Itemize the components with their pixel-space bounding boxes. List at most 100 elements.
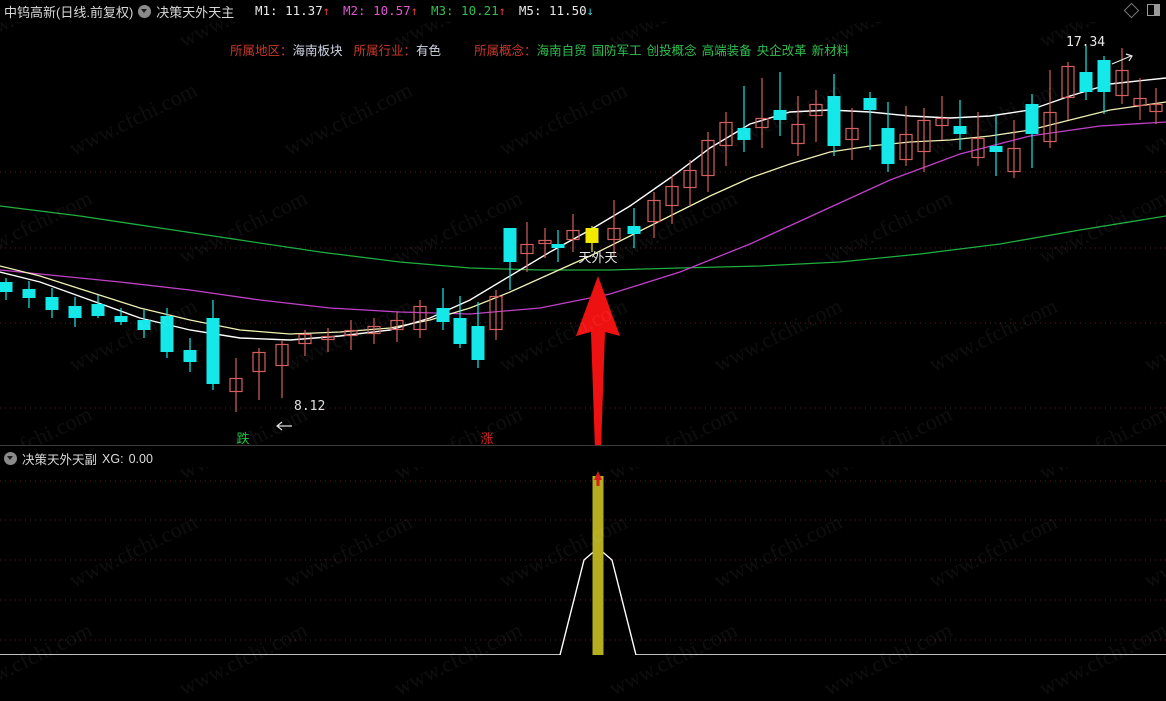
candle-body (489, 295, 503, 331)
stock-title[interactable]: 中钨高新(日线.前复权) (4, 5, 134, 20)
candle-body (1025, 104, 1039, 134)
candle-body (585, 228, 599, 243)
candlestick[interactable] (665, 176, 679, 224)
candlestick[interactable] (367, 318, 381, 344)
candlestick[interactable] (899, 106, 913, 166)
main-price-chart[interactable]: 天外天 8.12 17.34 跌 涨 (0, 22, 1166, 445)
candlestick[interactable] (647, 192, 661, 238)
candlestick[interactable] (471, 302, 485, 368)
candlestick[interactable] (1079, 46, 1093, 100)
sub-panel-header: 决策天外天副 XG: 0.00 (0, 445, 1166, 467)
candlestick[interactable] (719, 112, 733, 166)
sector-concept-bar: 所属地区：海南板块 所属行业：有色 所属概念：海南自贸 国防军工 创投概念 高端装备 央企改… (230, 40, 849, 59)
candlestick[interactable] (298, 330, 312, 356)
candle-body (538, 239, 552, 245)
concept-tag: 央企改革 (756, 44, 807, 58)
candlestick[interactable] (701, 132, 715, 192)
candlestick[interactable] (520, 222, 534, 272)
candle-body (321, 335, 335, 341)
candlestick[interactable] (183, 338, 197, 372)
candle-body (683, 169, 697, 189)
candlestick[interactable] (321, 328, 335, 352)
candlestick[interactable] (1133, 78, 1147, 120)
candlestick[interactable] (585, 226, 599, 252)
panel-layout-icon[interactable] (1147, 4, 1160, 16)
candlestick[interactable] (538, 228, 552, 258)
diamond-icon[interactable] (1123, 2, 1140, 18)
candlestick[interactable] (737, 86, 751, 152)
candlestick[interactable] (0, 278, 13, 300)
candlestick[interactable] (627, 208, 641, 248)
candlestick[interactable] (971, 112, 985, 166)
candlestick[interactable] (989, 114, 1003, 176)
candlestick[interactable] (791, 96, 805, 156)
candlestick[interactable] (160, 308, 174, 358)
indicator-name[interactable]: 决策天外天主 (156, 5, 235, 20)
candlestick[interactable] (755, 78, 769, 148)
candle-body (989, 146, 1003, 152)
candle-body (607, 227, 621, 241)
candlestick[interactable] (344, 320, 358, 350)
candlestick[interactable] (252, 348, 266, 400)
candlestick[interactable] (275, 340, 289, 398)
candlestick[interactable] (390, 312, 404, 342)
chevron-down-circle-icon[interactable] (138, 5, 152, 18)
candlestick[interactable] (1025, 94, 1039, 168)
candle-body (183, 350, 197, 362)
candlestick[interactable] (503, 228, 517, 290)
candlestick[interactable] (953, 100, 967, 150)
candle-body (1097, 60, 1111, 92)
candlestick[interactable] (436, 288, 450, 330)
candlestick[interactable] (1043, 70, 1057, 148)
candle-body (1061, 65, 1075, 99)
candlestick[interactable] (68, 297, 82, 327)
low-price-label: 8.12 (294, 399, 325, 414)
candle-body (114, 316, 128, 322)
concept-tag: 国防军工 (591, 44, 642, 58)
candlestick[interactable] (1097, 56, 1111, 114)
candlestick[interactable] (206, 300, 220, 390)
candle-body (1043, 111, 1057, 143)
chevron-down-circle-icon[interactable] (4, 452, 17, 465)
candlestick[interactable] (413, 300, 427, 338)
candle-body (160, 316, 174, 352)
candlestick[interactable] (863, 92, 877, 150)
sub-indicator-name[interactable]: 决策天外天副 (22, 453, 98, 467)
candlestick[interactable] (229, 358, 243, 412)
candlestick[interactable] (137, 310, 151, 338)
candlestick[interactable] (809, 90, 823, 142)
candle-body (229, 377, 243, 393)
ma-readout-item: M5: 11.50↓ (519, 3, 594, 18)
candlestick[interactable] (22, 281, 36, 308)
candlestick[interactable] (917, 108, 931, 172)
candlestick[interactable] (489, 290, 503, 340)
candlestick[interactable] (114, 308, 128, 325)
candlestick[interactable] (827, 74, 841, 156)
candle-body (665, 185, 679, 207)
region-value: 海南板块 (292, 44, 343, 58)
candle-body (773, 110, 787, 120)
candlestick[interactable] (935, 96, 949, 140)
candlestick[interactable] (453, 296, 467, 348)
ma-readout-text: M2: 10.57 (342, 3, 411, 18)
candlestick[interactable] (773, 72, 787, 136)
sub-indicator-chart[interactable] (0, 467, 1166, 655)
candlestick[interactable] (45, 288, 59, 318)
candlestick[interactable] (845, 108, 859, 160)
candlestick[interactable] (1149, 88, 1163, 124)
candlestick[interactable] (551, 230, 565, 262)
chart-header: 中钨高新(日线.前复权) 决策天外天主 M1: 11.37↑ M2: 10.57↑… (0, 0, 1166, 22)
candlestick[interactable] (881, 102, 895, 172)
candlestick[interactable] (1115, 48, 1129, 104)
high-price-label: 17.34 (1066, 35, 1105, 50)
candlestick[interactable] (566, 214, 580, 252)
candlestick[interactable] (683, 160, 697, 206)
ma-line-green (0, 205, 1166, 271)
industry-value: 有色 (416, 44, 442, 58)
buy-signal-arrow (576, 276, 620, 445)
candlestick[interactable] (1007, 120, 1021, 178)
candlestick[interactable] (607, 200, 621, 256)
arrow-up-icon: ↑ (322, 4, 330, 18)
candlestick[interactable] (1061, 62, 1075, 120)
candlestick[interactable] (91, 295, 105, 318)
